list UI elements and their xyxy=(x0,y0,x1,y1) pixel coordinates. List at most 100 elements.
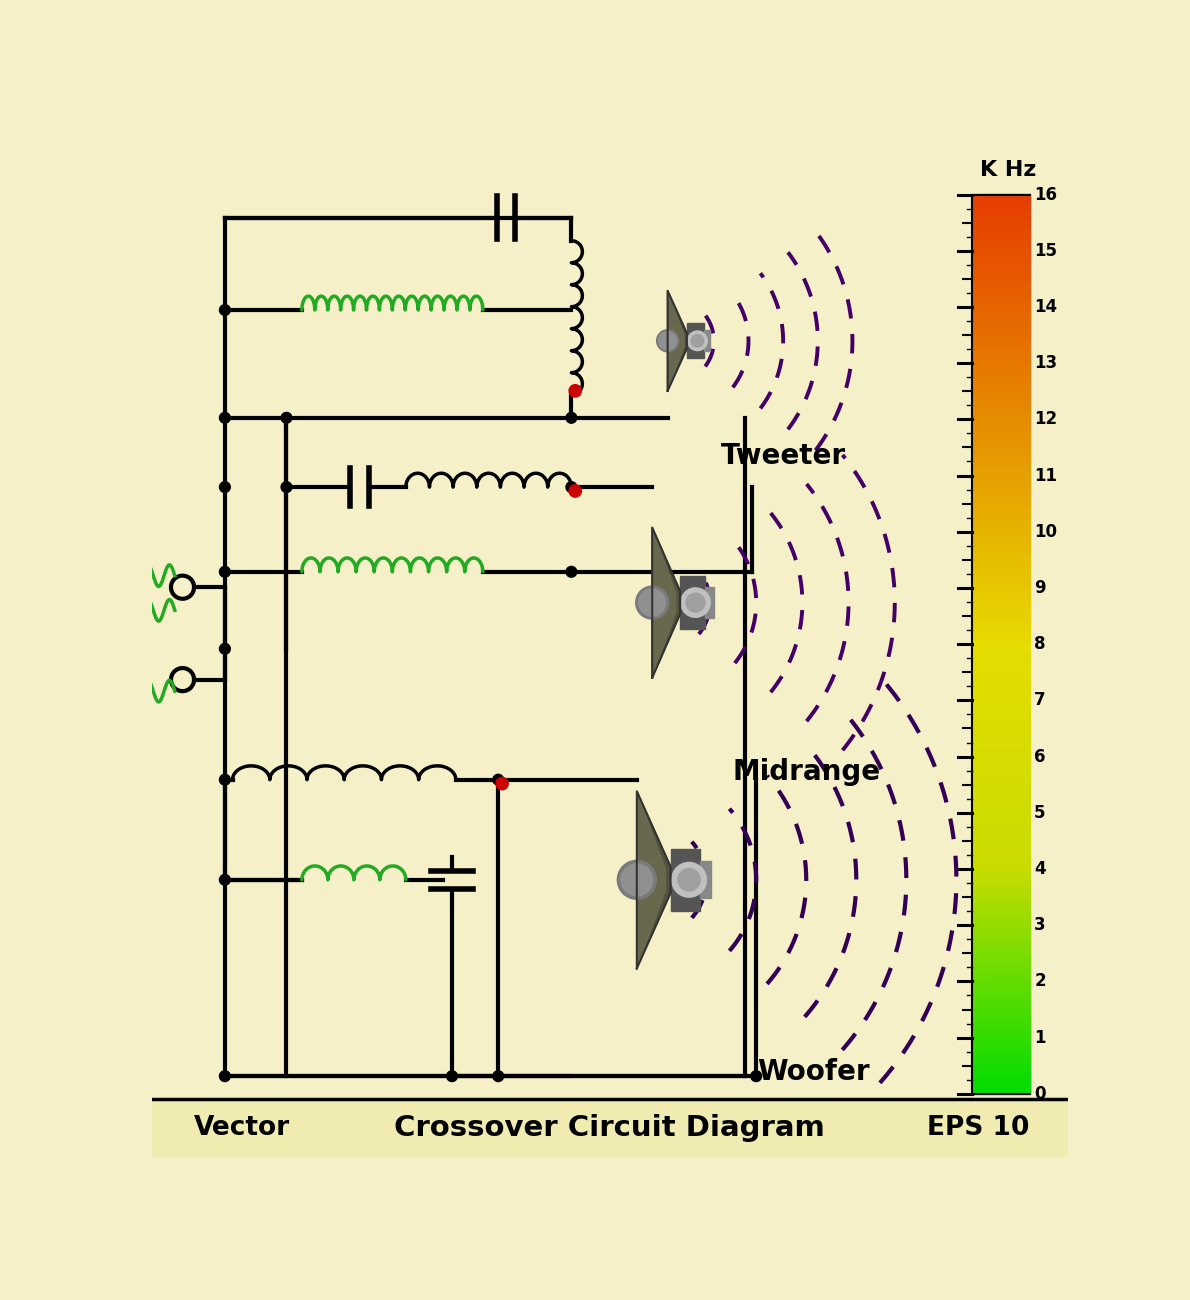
Text: Woofer: Woofer xyxy=(758,1058,870,1087)
Circle shape xyxy=(219,567,231,577)
Bar xyxy=(972,790,1029,794)
Bar xyxy=(972,473,1029,476)
Bar xyxy=(972,623,1029,627)
Circle shape xyxy=(685,593,704,612)
Bar xyxy=(972,724,1029,728)
Bar xyxy=(972,368,1029,372)
Bar xyxy=(972,919,1029,923)
Bar xyxy=(972,841,1029,845)
Bar xyxy=(972,377,1029,381)
Bar xyxy=(972,214,1029,218)
Bar xyxy=(972,485,1029,489)
Text: Crossover Circuit Diagram: Crossover Circuit Diagram xyxy=(395,1114,825,1143)
Bar xyxy=(972,751,1029,755)
Bar xyxy=(972,569,1029,572)
Bar xyxy=(972,926,1029,929)
Bar xyxy=(972,239,1029,243)
Polygon shape xyxy=(637,792,670,968)
Bar xyxy=(972,506,1029,510)
Bar xyxy=(972,880,1029,884)
Bar xyxy=(972,701,1029,705)
Bar xyxy=(972,290,1029,294)
Circle shape xyxy=(569,385,582,396)
Bar xyxy=(972,1079,1029,1082)
Bar xyxy=(972,760,1029,764)
Bar xyxy=(972,983,1029,985)
Bar xyxy=(972,797,1029,800)
Circle shape xyxy=(446,1071,457,1082)
Bar xyxy=(972,820,1029,824)
Bar xyxy=(972,311,1029,315)
Bar xyxy=(972,923,1029,926)
Bar xyxy=(972,536,1029,540)
Bar xyxy=(972,878,1029,881)
Bar xyxy=(972,956,1029,959)
Bar xyxy=(972,359,1029,363)
Bar xyxy=(972,508,1029,512)
Bar xyxy=(972,772,1029,776)
Bar xyxy=(972,350,1029,354)
Bar xyxy=(972,425,1029,428)
Text: 9: 9 xyxy=(1034,578,1046,597)
Bar xyxy=(972,682,1029,686)
Bar xyxy=(972,581,1029,584)
Bar xyxy=(972,785,1029,788)
Bar xyxy=(972,824,1029,827)
Circle shape xyxy=(566,567,577,577)
Bar xyxy=(972,644,1029,647)
Bar xyxy=(972,1066,1029,1070)
Bar xyxy=(972,446,1029,450)
Bar xyxy=(972,1034,1029,1037)
Bar xyxy=(972,1027,1029,1031)
Bar xyxy=(972,599,1029,602)
Bar xyxy=(972,868,1029,872)
Bar xyxy=(972,455,1029,459)
Bar xyxy=(972,641,1029,645)
Circle shape xyxy=(566,412,577,424)
Bar xyxy=(972,356,1029,359)
Bar xyxy=(972,317,1029,320)
Circle shape xyxy=(658,332,677,350)
Bar xyxy=(972,673,1029,677)
Circle shape xyxy=(493,1071,503,1082)
Bar xyxy=(972,647,1029,650)
Bar xyxy=(972,1013,1029,1015)
Text: 6: 6 xyxy=(1034,747,1046,766)
Circle shape xyxy=(618,861,657,900)
Bar xyxy=(972,712,1029,716)
Bar xyxy=(972,614,1029,618)
Bar xyxy=(972,593,1029,597)
Circle shape xyxy=(569,485,582,497)
Bar xyxy=(972,755,1029,758)
Bar xyxy=(972,779,1029,783)
Bar xyxy=(972,478,1029,482)
Bar xyxy=(972,278,1029,281)
Bar xyxy=(972,740,1029,744)
Polygon shape xyxy=(668,291,684,391)
Bar xyxy=(972,710,1029,714)
Bar xyxy=(972,551,1029,554)
Bar xyxy=(972,1057,1029,1061)
Bar xyxy=(972,857,1029,861)
Text: 0: 0 xyxy=(1034,1086,1046,1102)
Bar xyxy=(972,677,1029,680)
Bar xyxy=(972,566,1029,569)
Bar xyxy=(972,285,1029,287)
Bar xyxy=(972,875,1029,878)
Bar xyxy=(972,749,1029,753)
Bar xyxy=(972,533,1029,537)
Bar xyxy=(972,260,1029,264)
Bar xyxy=(972,407,1029,411)
Bar xyxy=(972,207,1029,209)
Bar xyxy=(972,248,1029,251)
Bar xyxy=(972,500,1029,503)
Bar xyxy=(972,811,1029,815)
Bar xyxy=(972,716,1029,719)
Circle shape xyxy=(691,334,703,347)
Bar xyxy=(972,1004,1029,1008)
Bar xyxy=(972,958,1029,962)
Bar xyxy=(972,707,1029,710)
Bar xyxy=(972,292,1029,296)
Bar xyxy=(972,988,1029,992)
Circle shape xyxy=(219,412,231,424)
